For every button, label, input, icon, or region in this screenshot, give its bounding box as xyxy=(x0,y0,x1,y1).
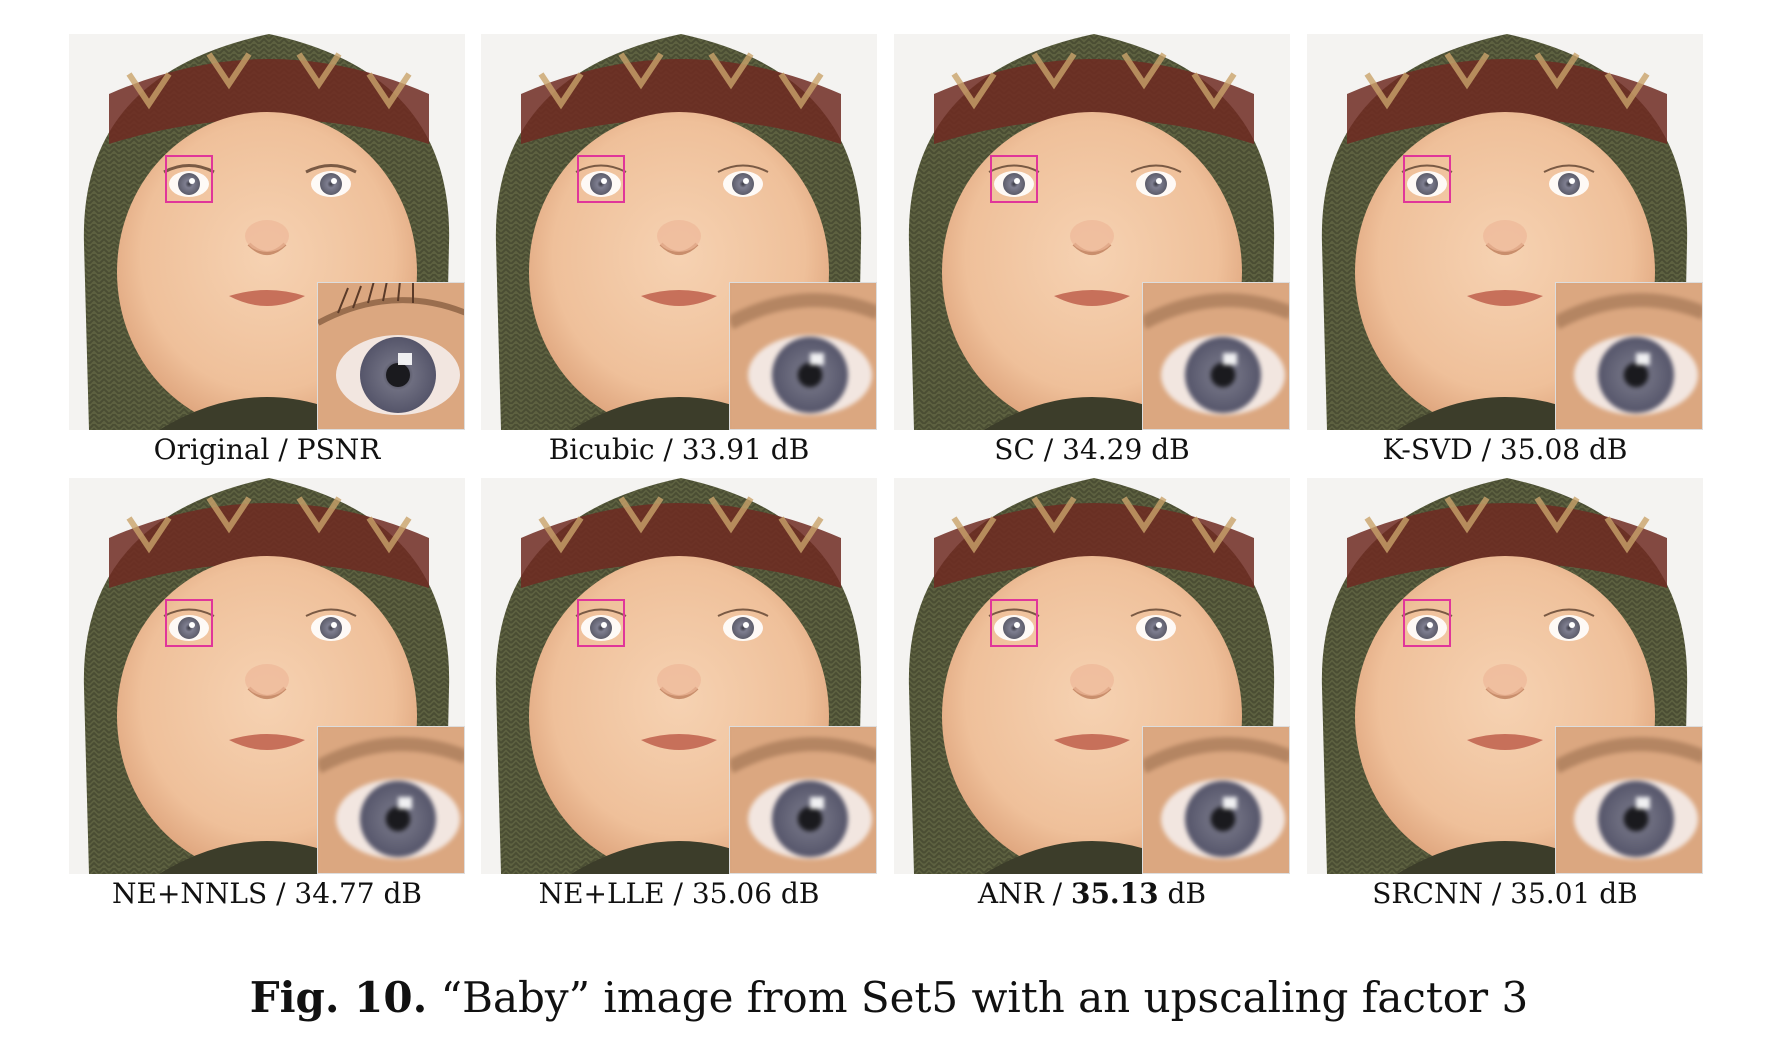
label-ne-lle: NE+LLE / 35.06 dB xyxy=(538,877,820,910)
zoom-inset xyxy=(317,726,465,874)
zoom-inset xyxy=(1555,726,1703,874)
panel-ne-nnls xyxy=(69,478,465,874)
eye-zoom xyxy=(1556,283,1702,429)
zoom-inset xyxy=(729,282,877,430)
label-srcnn: SRCNN / 35.01 dB xyxy=(1372,877,1638,910)
eye-zoom xyxy=(318,727,464,873)
panel-srcnn xyxy=(1307,478,1703,874)
panel-bicubic xyxy=(481,34,877,430)
label-ne-nnls: NE+NNLS / 34.77 dB xyxy=(112,877,422,910)
eye-zoom xyxy=(1143,727,1289,873)
label-original: Original / PSNR xyxy=(153,433,381,466)
label-sc: SC / 34.29 dB xyxy=(994,433,1190,466)
panel-ne-lle xyxy=(481,478,877,874)
label-ksvd: K-SVD / 35.08 dB xyxy=(1382,433,1628,466)
baby-photo xyxy=(481,34,877,430)
panel-anr xyxy=(894,478,1290,874)
eye-zoom xyxy=(730,283,876,429)
eye-zoom xyxy=(318,283,464,429)
zoom-inset xyxy=(1142,726,1290,874)
label-anr: ANR / 35.13 dB xyxy=(977,877,1207,910)
figure-caption: Fig. 10. “Baby” image from Set5 with an … xyxy=(249,973,1529,1022)
label-bicubic: Bicubic / 33.91 dB xyxy=(548,433,810,466)
panel-original xyxy=(69,34,465,430)
eye-zoom xyxy=(1143,283,1289,429)
roi-box xyxy=(165,155,213,203)
zoom-inset xyxy=(1555,282,1703,430)
eye-zoom xyxy=(1556,727,1702,873)
panel-ksvd xyxy=(1307,34,1703,430)
zoom-inset xyxy=(1142,282,1290,430)
roi-box xyxy=(990,599,1038,647)
zoom-inset xyxy=(317,282,465,430)
panel-sc xyxy=(894,34,1290,430)
roi-box xyxy=(1403,155,1451,203)
zoom-inset xyxy=(729,726,877,874)
roi-box xyxy=(577,155,625,203)
eye-zoom xyxy=(730,727,876,873)
roi-box xyxy=(990,155,1038,203)
roi-box xyxy=(1403,599,1451,647)
roi-box xyxy=(577,599,625,647)
roi-box xyxy=(165,599,213,647)
